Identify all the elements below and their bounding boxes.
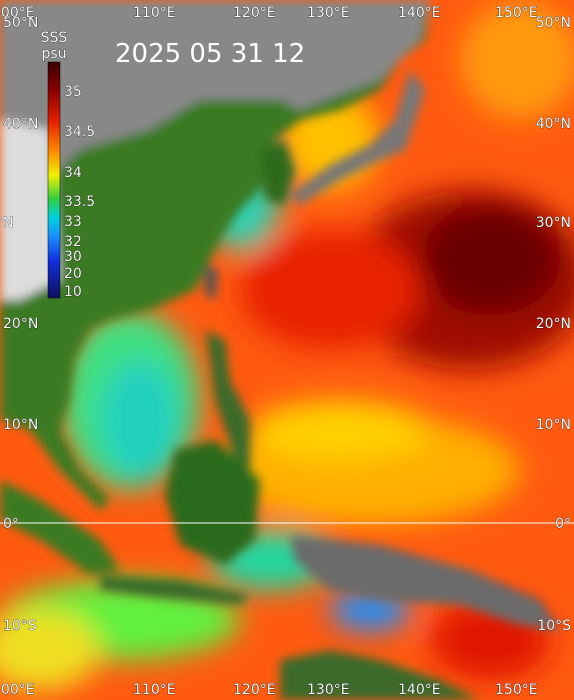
lon-label: 110°E xyxy=(133,682,176,698)
legend-label: 32 xyxy=(64,234,82,250)
lon-label: 150°E xyxy=(495,682,538,698)
colorbar xyxy=(47,61,61,299)
lat-label: 30°N xyxy=(536,215,571,231)
lon-label: 140°E xyxy=(398,5,441,21)
lat-label: 10°S xyxy=(537,618,571,634)
legend-title: SSS xyxy=(41,30,68,46)
lon-label: 120°E xyxy=(233,682,276,698)
legend-label: 10 xyxy=(64,284,82,300)
legend-label: 20 xyxy=(64,266,82,282)
lat-label: 10°S xyxy=(3,618,37,634)
lon-label: 130°E xyxy=(307,5,350,21)
legend-label: 33 xyxy=(64,214,82,230)
lon-label: 150°E xyxy=(495,5,538,21)
lon-label: 100°E xyxy=(0,5,35,21)
lon-label: 130°E xyxy=(307,682,350,698)
lat-label: 10°N xyxy=(536,417,571,433)
lat-label: 0° xyxy=(555,516,571,532)
lat-label: 20°N xyxy=(536,316,571,332)
lat-label: 0° xyxy=(3,516,19,532)
map-title: 2025 05 31 12 xyxy=(115,39,305,69)
land xyxy=(0,0,560,700)
legend-label: 34.5 xyxy=(64,124,95,140)
legend-label: 30 xyxy=(64,249,82,265)
legend-unit: psu xyxy=(41,46,66,62)
legend-label: 34 xyxy=(64,165,82,181)
legend-label: 35 xyxy=(64,84,82,100)
lat-label: 50°N xyxy=(536,15,571,31)
lat-label: 40°N xyxy=(3,116,38,132)
lat-label: 10°N xyxy=(3,417,38,433)
lat-label: 50°N xyxy=(3,15,38,31)
lat-label: 20°N xyxy=(3,316,38,332)
lon-label: 100°E xyxy=(0,682,35,698)
lat-label: 30°N xyxy=(0,215,13,231)
lon-label: 120°E xyxy=(233,5,276,21)
lat-label: 40°N xyxy=(536,116,571,132)
lon-label: 140°E xyxy=(398,682,441,698)
legend-label: 33.5 xyxy=(64,194,95,210)
lon-label: 110°E xyxy=(133,5,176,21)
